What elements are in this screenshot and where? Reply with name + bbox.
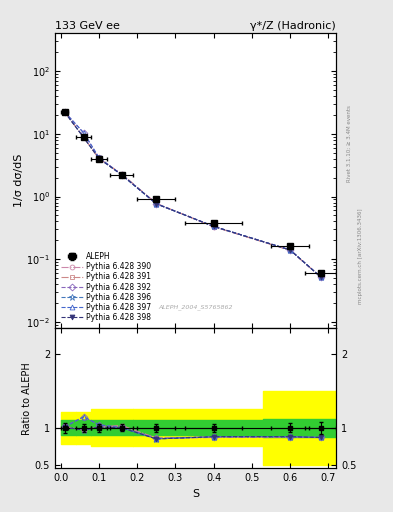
Pythia 6.428 390 [318, 274, 323, 280]
Line: Pythia 6.428 392: Pythia 6.428 392 [62, 110, 323, 280]
Y-axis label: Ratio to ALEPH: Ratio to ALEPH [22, 362, 32, 435]
Pythia 6.428 397 [318, 274, 323, 280]
Line: Pythia 6.428 391: Pythia 6.428 391 [62, 110, 323, 280]
Y-axis label: 1/σ dσ/dS: 1/σ dσ/dS [13, 154, 24, 207]
Pythia 6.428 398 [62, 109, 67, 115]
Pythia 6.428 392 [154, 200, 159, 206]
X-axis label: S: S [192, 489, 199, 499]
Pythia 6.428 392 [318, 274, 323, 280]
Pythia 6.428 397 [62, 109, 67, 115]
Pythia 6.428 397 [119, 172, 124, 178]
Pythia 6.428 396 [211, 223, 216, 229]
Pythia 6.428 390 [97, 156, 101, 162]
Pythia 6.428 391 [318, 274, 323, 280]
Pythia 6.428 390 [154, 200, 159, 206]
Pythia 6.428 398 [318, 274, 323, 280]
Pythia 6.428 398 [81, 135, 86, 141]
Pythia 6.428 398 [97, 156, 101, 162]
Pythia 6.428 396 [97, 156, 101, 162]
Text: 133 GeV ee: 133 GeV ee [55, 21, 120, 31]
Pythia 6.428 396 [154, 201, 159, 207]
Pythia 6.428 398 [119, 172, 124, 178]
Line: Pythia 6.428 390: Pythia 6.428 390 [62, 110, 323, 280]
Pythia 6.428 398 [154, 201, 159, 207]
Pythia 6.428 392 [62, 109, 67, 115]
Pythia 6.428 396 [62, 109, 67, 115]
Pythia 6.428 397 [288, 247, 292, 253]
Pythia 6.428 396 [119, 172, 124, 178]
Text: γ*/Z (Hadronic): γ*/Z (Hadronic) [250, 21, 336, 31]
Pythia 6.428 391 [97, 156, 101, 162]
Pythia 6.428 397 [97, 155, 101, 161]
Pythia 6.428 397 [154, 201, 159, 207]
Pythia 6.428 396 [81, 135, 86, 141]
Pythia 6.428 390 [211, 224, 216, 230]
Pythia 6.428 391 [288, 247, 292, 253]
Pythia 6.428 392 [119, 172, 124, 178]
Pythia 6.428 398 [211, 223, 216, 229]
Pythia 6.428 390 [62, 109, 67, 115]
Pythia 6.428 397 [211, 223, 216, 229]
Pythia 6.428 390 [288, 247, 292, 253]
Pythia 6.428 390 [119, 171, 124, 177]
Pythia 6.428 392 [81, 130, 86, 136]
Text: ALEPH_2004_S5765862: ALEPH_2004_S5765862 [158, 305, 233, 310]
Pythia 6.428 397 [81, 130, 86, 136]
Pythia 6.428 390 [81, 135, 86, 141]
Pythia 6.428 391 [119, 171, 124, 177]
Pythia 6.428 391 [81, 135, 86, 141]
Pythia 6.428 396 [288, 247, 292, 253]
Line: Pythia 6.428 396: Pythia 6.428 396 [61, 109, 324, 281]
Pythia 6.428 398 [288, 247, 292, 253]
Text: Rivet 3.1.10; ≥ 3.4M events: Rivet 3.1.10; ≥ 3.4M events [347, 105, 352, 182]
Line: Pythia 6.428 397: Pythia 6.428 397 [62, 110, 323, 280]
Pythia 6.428 391 [211, 224, 216, 230]
Pythia 6.428 392 [288, 247, 292, 253]
Line: Pythia 6.428 398: Pythia 6.428 398 [62, 110, 323, 280]
Legend: ALEPH, Pythia 6.428 390, Pythia 6.428 391, Pythia 6.428 392, Pythia 6.428 396, P: ALEPH, Pythia 6.428 390, Pythia 6.428 39… [59, 250, 154, 324]
Pythia 6.428 396 [318, 274, 323, 280]
Text: mcplots.cern.ch [arXiv:1306.3436]: mcplots.cern.ch [arXiv:1306.3436] [358, 208, 363, 304]
Pythia 6.428 391 [154, 200, 159, 206]
Pythia 6.428 392 [97, 155, 101, 161]
Pythia 6.428 392 [211, 223, 216, 229]
Pythia 6.428 391 [62, 109, 67, 115]
